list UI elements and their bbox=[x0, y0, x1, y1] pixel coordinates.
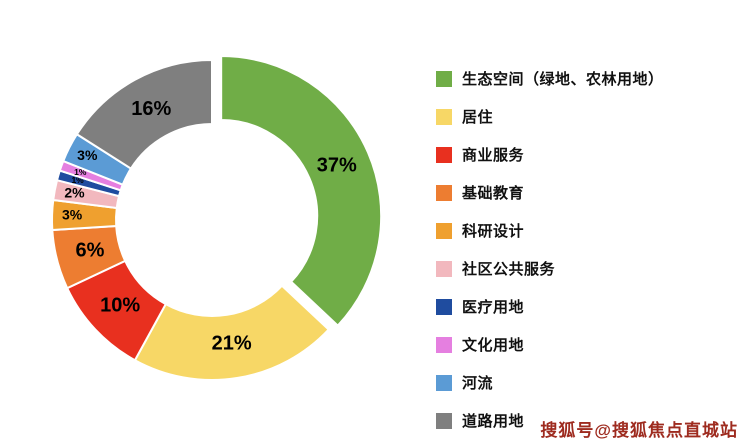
donut-segment[interactable] bbox=[75, 58, 213, 170]
legend-item[interactable]: 居住 bbox=[436, 106, 664, 127]
legend-swatch bbox=[436, 108, 452, 125]
percent-label: 10% bbox=[100, 295, 140, 317]
legend-item[interactable]: 科研设计 bbox=[436, 220, 664, 241]
legend-label: 科研设计 bbox=[462, 223, 525, 240]
legend-item[interactable]: 医疗用地 bbox=[436, 296, 664, 317]
legend-item[interactable]: 社区公共服务 bbox=[436, 258, 664, 279]
legend-label: 河流 bbox=[462, 375, 494, 392]
legend-swatch bbox=[436, 298, 452, 315]
watermark: 搜狐号@搜狐焦点直城站 bbox=[540, 421, 738, 440]
legend-label: 基础教育 bbox=[462, 185, 525, 202]
donut-segment[interactable] bbox=[220, 55, 383, 327]
donut-segment[interactable] bbox=[133, 284, 331, 381]
legend-item[interactable]: 生态空间（绿地、农林用地） bbox=[436, 68, 664, 89]
legend-swatch bbox=[436, 222, 452, 239]
legend-swatch bbox=[436, 336, 452, 353]
legend-swatch bbox=[436, 374, 452, 391]
legend-swatch bbox=[436, 260, 452, 277]
legend-label: 道路用地 bbox=[462, 413, 525, 430]
percent-label: 2% bbox=[64, 185, 85, 201]
legend-swatch bbox=[436, 412, 452, 429]
legend-label: 文化用地 bbox=[462, 337, 525, 354]
percent-label: 37% bbox=[317, 154, 357, 176]
percent-label: 3% bbox=[77, 147, 98, 163]
donut-chart: 37%21%10%6%3%2%1%1%3%16% bbox=[51, 55, 383, 381]
legend-label: 医疗用地 bbox=[462, 299, 525, 316]
percent-label: 21% bbox=[212, 333, 252, 355]
percent-label: 16% bbox=[131, 98, 171, 120]
percent-label: 1% bbox=[71, 175, 84, 185]
percent-label: 6% bbox=[76, 240, 105, 262]
legend-item[interactable]: 商业服务 bbox=[436, 144, 664, 165]
legend: 生态空间（绿地、农林用地） 居住商业服务基础教育科研设计社区公共服务 医疗用地文化用… bbox=[436, 68, 664, 431]
legend-label: 社区公共服务 bbox=[462, 261, 556, 278]
legend-label: 居住 bbox=[462, 109, 494, 126]
legend-item[interactable]: 河流 bbox=[436, 372, 664, 393]
legend-swatch bbox=[436, 70, 452, 87]
percent-label: 3% bbox=[62, 206, 83, 222]
legend-swatch bbox=[436, 146, 452, 163]
legend-label: 生态空间（绿地、农林用地） bbox=[462, 71, 664, 88]
legend-item[interactable]: 文化用地 bbox=[436, 334, 664, 355]
legend-item[interactable]: 基础教育 bbox=[436, 182, 664, 203]
legend-swatch bbox=[436, 184, 452, 201]
legend-label: 商业服务 bbox=[462, 147, 525, 164]
percent-label: 1% bbox=[74, 167, 87, 177]
legend-item[interactable]: 道路用地 bbox=[436, 410, 664, 431]
